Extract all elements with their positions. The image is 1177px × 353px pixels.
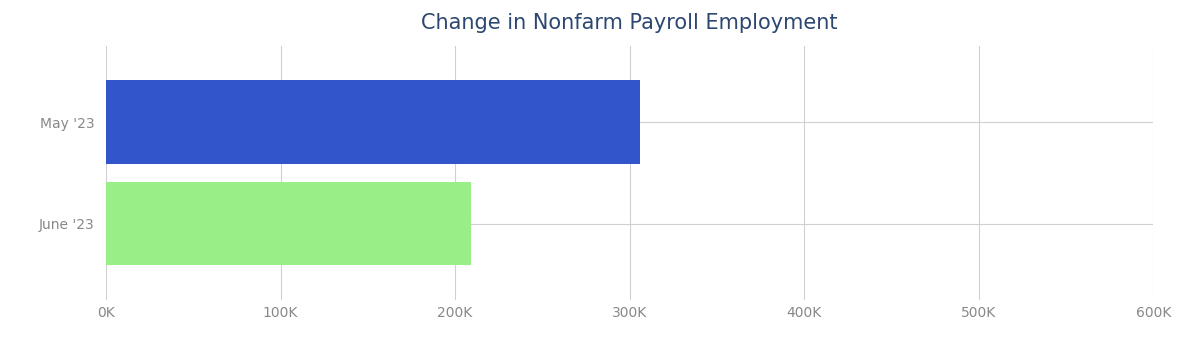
Bar [106, 182, 471, 265]
Title: Change in Nonfarm Payroll Employment: Change in Nonfarm Payroll Employment [421, 13, 838, 33]
Bar [106, 80, 640, 164]
